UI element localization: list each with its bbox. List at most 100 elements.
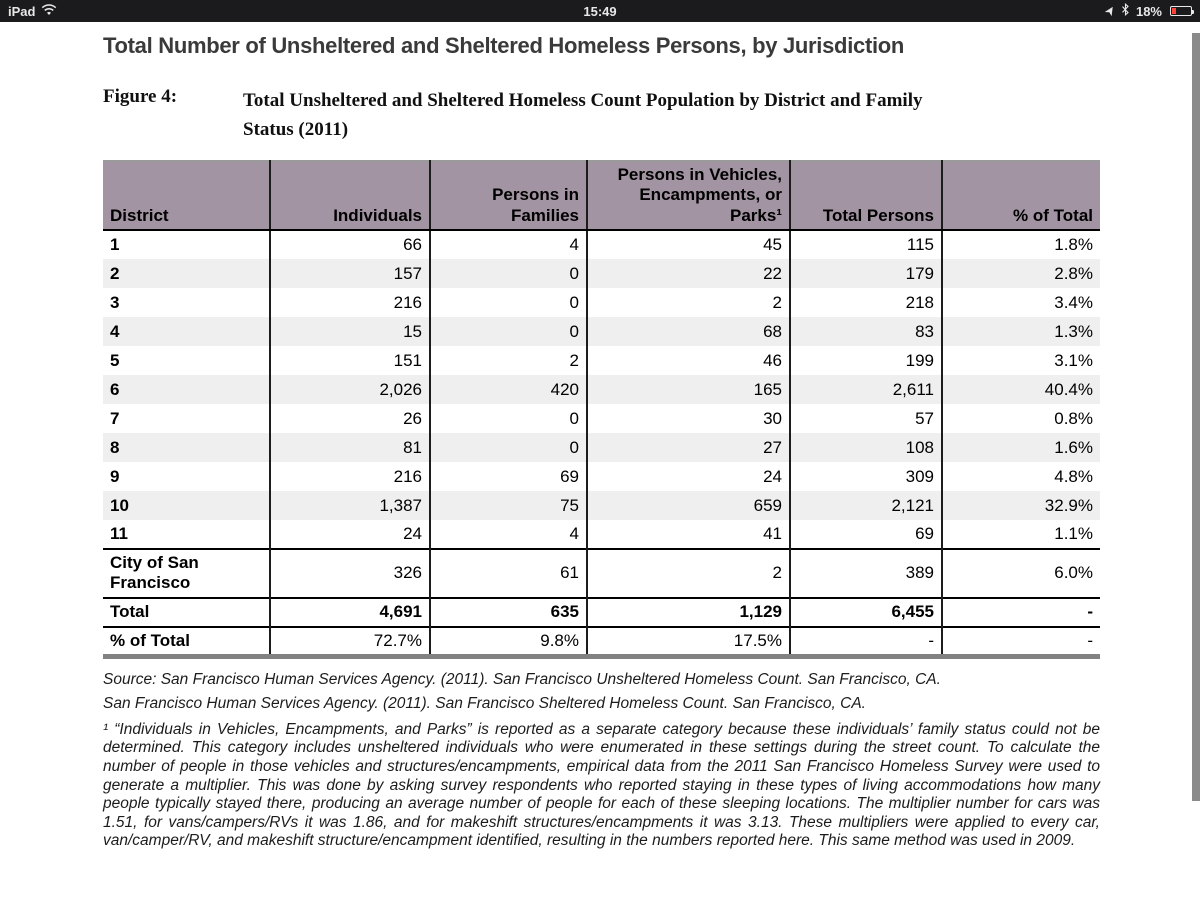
figure-caption: Total Unsheltered and Sheltered Homeless… [243, 90, 923, 141]
cell-individuals: 24 [269, 520, 430, 550]
table-row: 2 157 0 22 179 2.8% [103, 259, 1100, 289]
cell-pct: 3.4% [941, 288, 1100, 318]
cell-families: 4 [429, 230, 587, 260]
location-arrow-icon: ➤ [1102, 3, 1118, 19]
cell-vehicles: 24 [586, 462, 790, 492]
header-total: Total Persons [789, 160, 942, 232]
cell-pct: 2.8% [941, 259, 1100, 289]
cell-district: 8 [110, 437, 120, 457]
source-citations: Source: San Francisco Human Services Age… [103, 668, 1100, 716]
cell-families: 0 [429, 433, 587, 463]
cell-district: 10 [110, 495, 129, 515]
cell-vehicles: 22 [586, 259, 790, 289]
cell-families: 0 [429, 317, 587, 347]
header-pct: % of Total [941, 160, 1100, 232]
cell-pct: 0.8% [941, 404, 1100, 434]
cell-pct: 6.0% [941, 548, 1100, 598]
cell-total: 2,121 [789, 491, 942, 521]
header-district: District [103, 160, 270, 232]
cell-total: 108 [789, 433, 942, 463]
cell-individuals: 4,691 [269, 596, 430, 627]
cell-families: 0 [429, 404, 587, 434]
cell-district: 1 [110, 235, 120, 255]
bluetooth-icon [1121, 2, 1130, 19]
cell-pct: - [941, 625, 1100, 657]
cell-district: 5 [110, 350, 120, 370]
page-edge-scrollbar[interactable] [1192, 33, 1200, 801]
cell-pct: 32.9% [941, 491, 1100, 521]
cell-families: 4 [429, 520, 587, 550]
cell-total: 2,611 [789, 375, 942, 405]
wifi-icon [41, 3, 57, 19]
cell-families: 635 [429, 596, 587, 627]
cell-vehicles: 41 [586, 520, 790, 550]
cell-district: 2 [110, 263, 120, 283]
cell-total: 6,455 [789, 596, 942, 627]
cell-vehicles: 2 [586, 288, 790, 318]
table-row: 9 216 69 24 309 4.8% [103, 462, 1100, 492]
cell-total: - [789, 625, 942, 657]
cell-vehicles: 45 [586, 230, 790, 260]
cell-district: 7 [110, 408, 120, 428]
cell-pct: 1.3% [941, 317, 1100, 347]
cell-families: 0 [429, 259, 587, 289]
table-row-total: Total 4,691 635 1,129 6,455 - [103, 596, 1100, 627]
footnote-text: ¹ “Individuals in Vehicles, Encampments,… [103, 720, 1100, 850]
document-page: Total Number of Unsheltered and Sheltere… [0, 33, 1200, 911]
cell-pct: 4.8% [941, 462, 1100, 492]
cell-families: 2 [429, 346, 587, 376]
cell-total: 57 [789, 404, 942, 434]
cell-district: 6 [110, 379, 120, 399]
cell-individuals: 151 [269, 346, 430, 376]
cell-vehicles: 27 [586, 433, 790, 463]
cell-pct: 1.6% [941, 433, 1100, 463]
cell-district: 4 [110, 321, 120, 341]
table-row: 3 216 0 2 218 3.4% [103, 288, 1100, 318]
cell-pct: 40.4% [941, 375, 1100, 405]
cell-families: 69 [429, 462, 587, 492]
table-row: 6 2,026 420 165 2,611 40.4% [103, 375, 1100, 405]
battery-nub [1192, 9, 1194, 14]
cell-individuals: 326 [269, 548, 430, 598]
table-row: 11 24 4 41 69 1.1% [103, 520, 1100, 550]
table-row: 1 66 4 45 115 1.8% [103, 230, 1100, 260]
header-individuals: Individuals [269, 160, 430, 232]
figure-label: Figure 4: [103, 86, 178, 107]
cell-individuals: 157 [269, 259, 430, 289]
cell-vehicles: 17.5% [586, 625, 790, 657]
table-row-city: City of San Francisco 326 61 2 389 6.0% [103, 548, 1100, 598]
battery-icon [1170, 6, 1194, 16]
cell-district: 11 [110, 524, 128, 544]
cell-families: 61 [429, 548, 587, 598]
cell-vehicles: 2 [586, 548, 790, 598]
header-vehicles: Persons in Vehicles, Encampments, or Par… [586, 160, 790, 232]
cell-district: 3 [110, 292, 120, 312]
cell-total: 389 [789, 548, 942, 598]
cell-pct: 1.1% [941, 520, 1100, 550]
table-row: 5 151 2 46 199 3.1% [103, 346, 1100, 376]
cell-total: 115 [789, 230, 942, 260]
cell-total: 69 [789, 520, 942, 550]
cell-individuals: 81 [269, 433, 430, 463]
source-line: Source: San Francisco Human Services Age… [103, 670, 941, 688]
cell-vehicles: 659 [586, 491, 790, 521]
cell-individuals: 66 [269, 230, 430, 260]
table-header-row: District Individuals Persons in Families… [103, 160, 1100, 232]
cell-individuals: 216 [269, 462, 430, 492]
source-line: San Francisco Human Services Agency. (20… [103, 694, 866, 712]
cell-families: 0 [429, 288, 587, 318]
cell-district: Total [103, 596, 270, 627]
cell-vehicles: 68 [586, 317, 790, 347]
battery-fill [1172, 8, 1176, 14]
cell-total: 218 [789, 288, 942, 318]
table-row-percent: % of Total 72.7% 9.8% 17.5% - - [103, 625, 1100, 657]
status-time: 15:49 [583, 3, 617, 19]
table-row: 10 1,387 75 659 2,121 32.9% [103, 491, 1100, 521]
cell-total: 309 [789, 462, 942, 492]
cell-individuals: 15 [269, 317, 430, 347]
cell-vehicles: 30 [586, 404, 790, 434]
cell-individuals: 2,026 [269, 375, 430, 405]
figure-caption-row: Figure 4: Total Unsheltered and Sheltere… [103, 86, 1100, 145]
cell-total: 83 [789, 317, 942, 347]
cell-district: % of Total [103, 625, 270, 657]
